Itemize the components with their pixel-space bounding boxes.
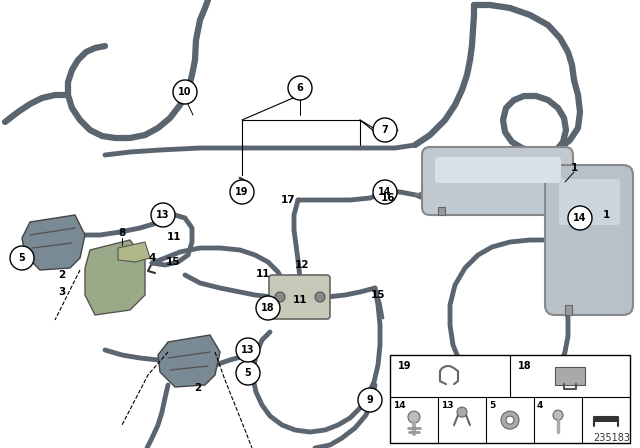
Circle shape [236,338,260,362]
Circle shape [358,388,382,412]
Text: 11: 11 [256,269,270,279]
Circle shape [553,410,563,420]
Circle shape [275,292,285,302]
Polygon shape [548,207,555,215]
Text: 235183: 235183 [593,433,630,443]
Text: 19: 19 [236,187,249,197]
Polygon shape [118,242,150,262]
FancyBboxPatch shape [390,355,630,443]
Circle shape [373,180,397,204]
FancyBboxPatch shape [555,367,585,385]
Circle shape [10,246,34,270]
Text: 17: 17 [281,195,295,205]
Text: 9: 9 [367,395,373,405]
Circle shape [501,411,519,429]
Circle shape [506,416,514,424]
Circle shape [457,407,467,417]
Text: 15: 15 [371,290,385,300]
Text: 18: 18 [261,303,275,313]
Text: 1: 1 [602,210,610,220]
Circle shape [288,76,312,100]
Circle shape [373,118,397,142]
Text: 7: 7 [381,125,388,135]
Circle shape [408,411,420,423]
Text: 5: 5 [244,368,252,378]
Text: 5: 5 [19,253,26,263]
Text: 12: 12 [295,260,309,270]
Text: 14: 14 [378,187,392,197]
Text: 10: 10 [179,87,192,97]
FancyBboxPatch shape [269,275,330,319]
FancyBboxPatch shape [545,165,633,315]
Text: 5: 5 [489,401,495,410]
Circle shape [315,292,325,302]
Text: 14: 14 [573,213,587,223]
Text: 18: 18 [518,361,532,371]
Polygon shape [22,215,85,270]
Text: 16: 16 [381,193,396,203]
Polygon shape [438,207,445,215]
Text: 4: 4 [148,253,156,263]
Text: 3: 3 [58,287,66,297]
Text: 2: 2 [58,270,66,280]
Text: 1: 1 [570,163,578,173]
Text: 13: 13 [241,345,255,355]
Text: 11: 11 [292,295,307,305]
Text: 4: 4 [537,401,543,410]
Circle shape [173,80,197,104]
Text: 6: 6 [296,83,303,93]
Polygon shape [85,240,145,315]
Text: 15: 15 [166,257,180,267]
Text: 8: 8 [118,228,125,238]
Text: 13: 13 [156,210,170,220]
FancyBboxPatch shape [422,147,573,215]
Text: 19: 19 [398,361,412,371]
Circle shape [151,203,175,227]
Circle shape [236,361,260,385]
Text: 2: 2 [195,383,202,393]
Polygon shape [158,335,220,387]
FancyBboxPatch shape [594,417,618,422]
Text: 13: 13 [441,401,454,410]
FancyBboxPatch shape [559,179,620,225]
FancyBboxPatch shape [435,157,561,183]
Circle shape [230,180,254,204]
Text: 14: 14 [393,401,406,410]
Circle shape [568,206,592,230]
Polygon shape [565,305,572,315]
Circle shape [256,296,280,320]
Text: 11: 11 [167,232,181,242]
